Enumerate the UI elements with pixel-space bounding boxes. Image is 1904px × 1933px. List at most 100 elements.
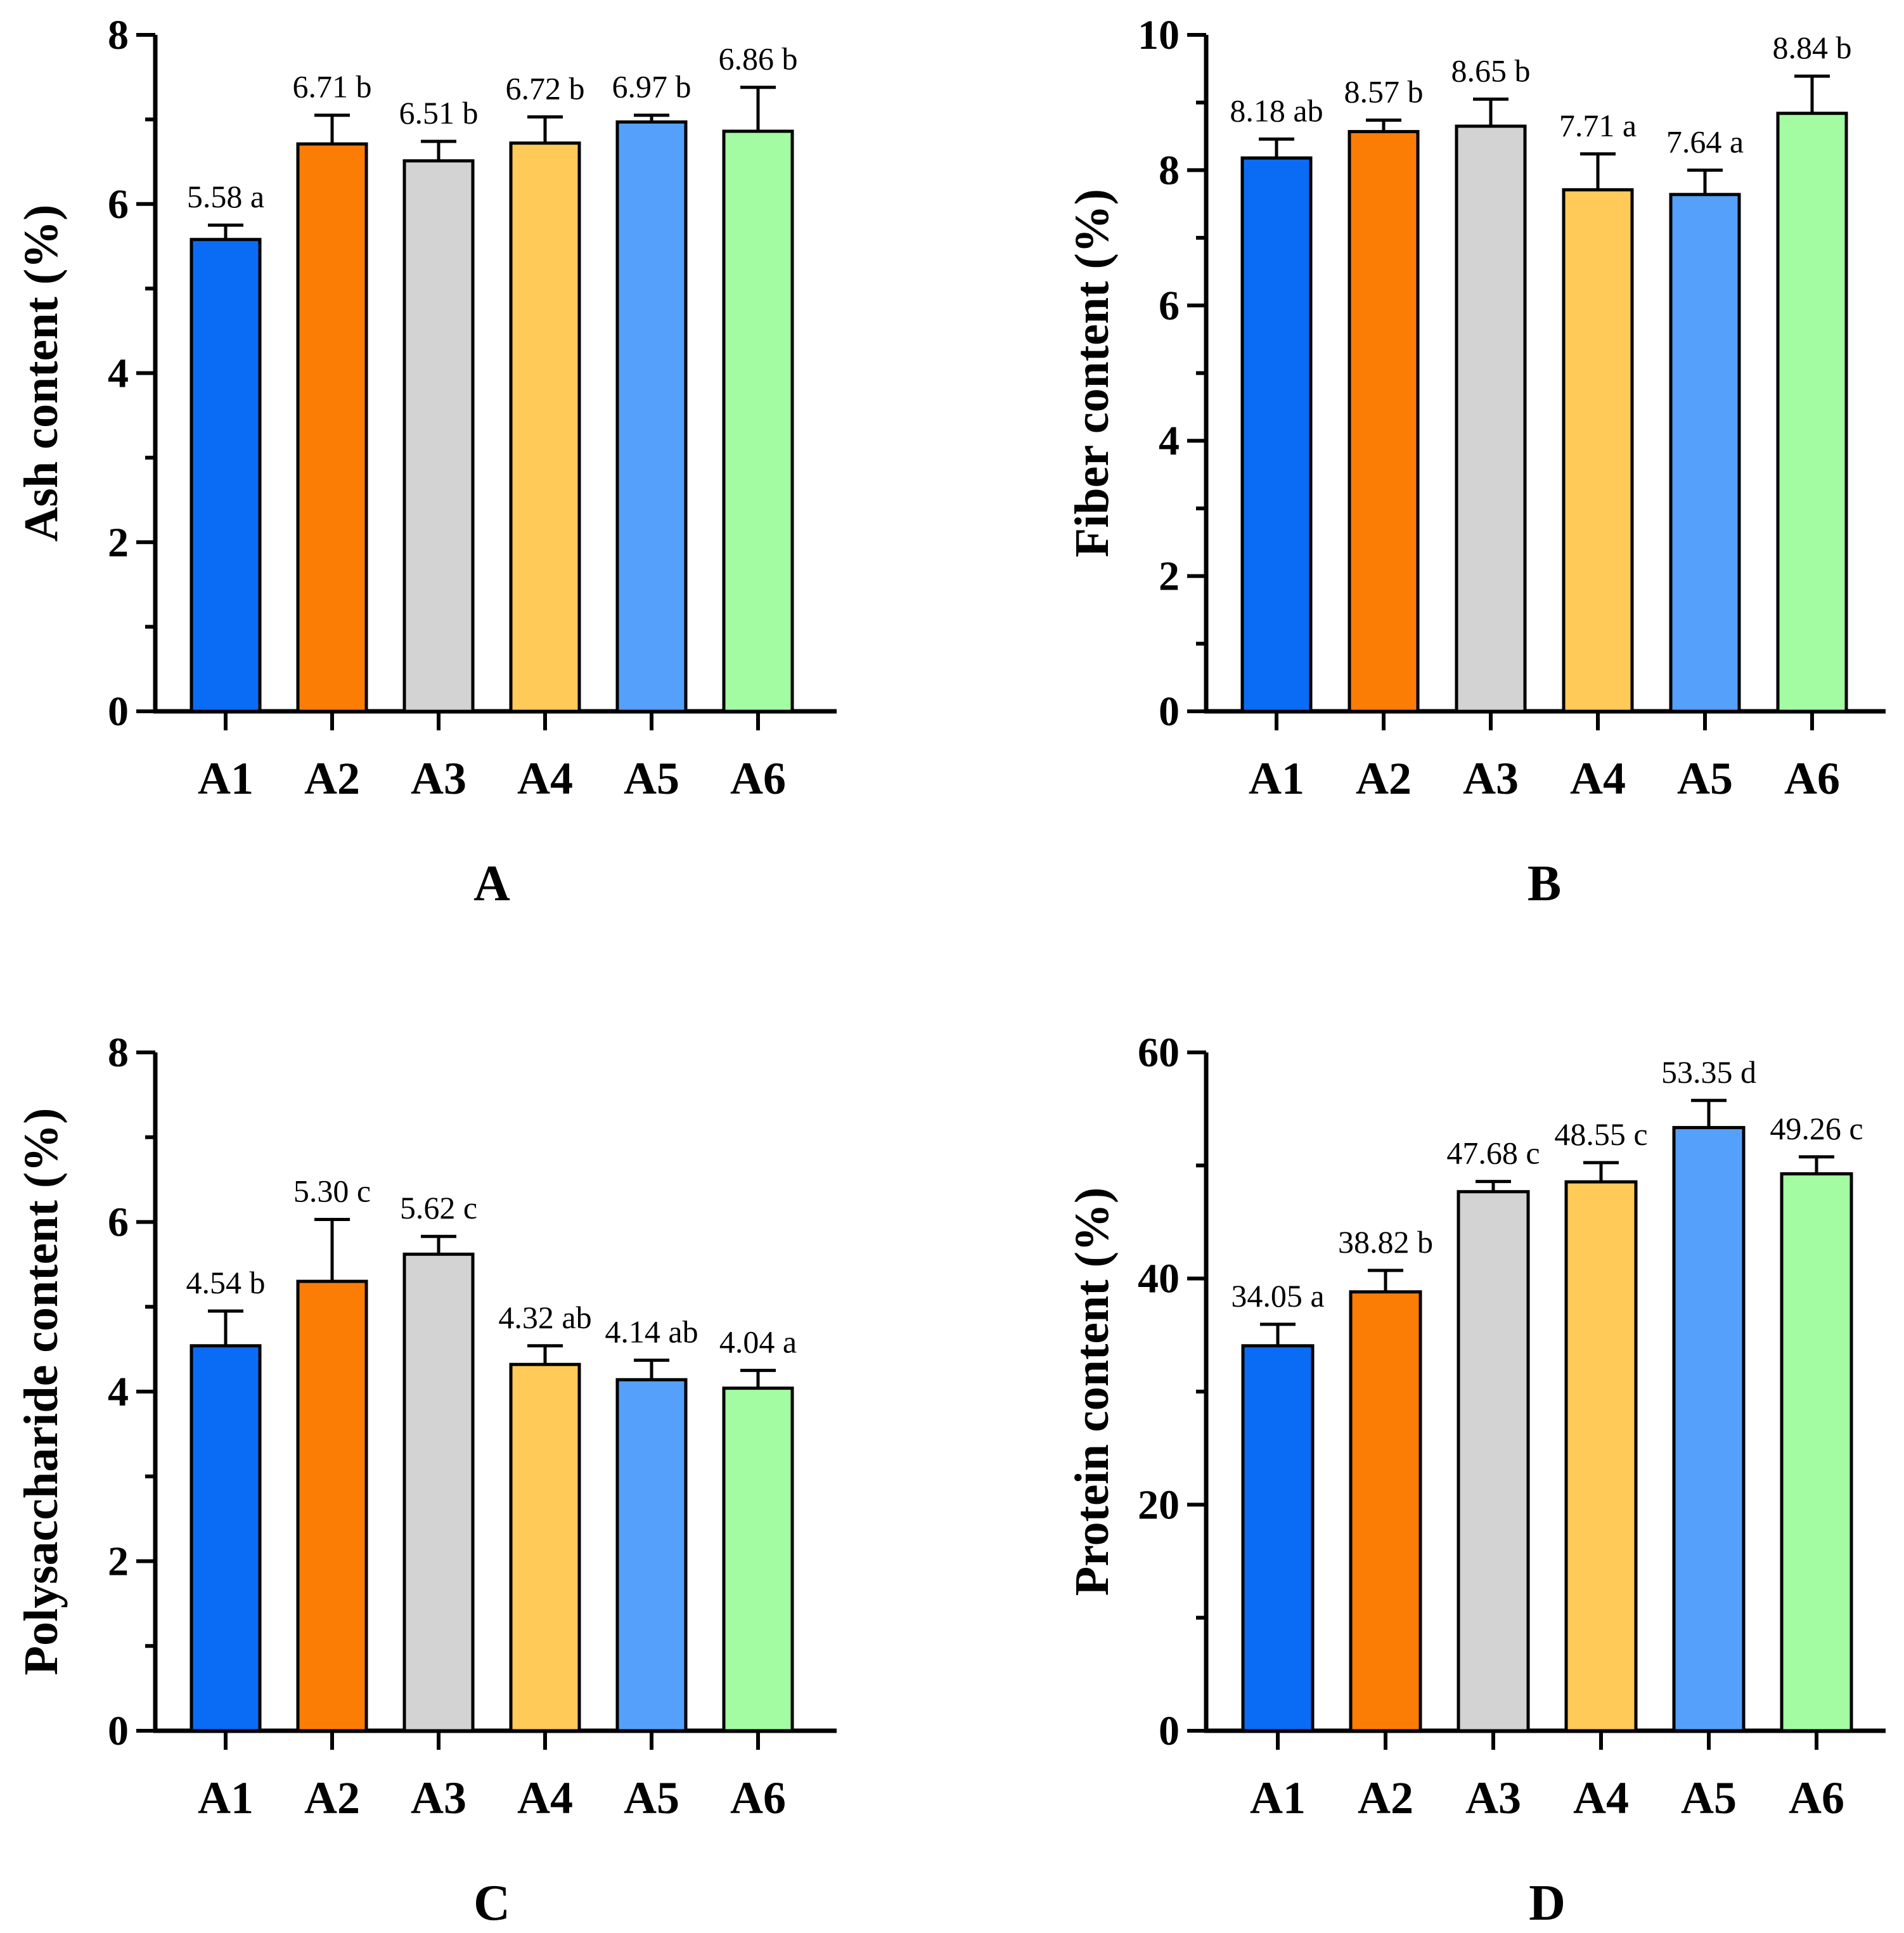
panel-a-x-tick-label: A2 xyxy=(304,753,360,804)
panel-b-bar-a2 xyxy=(1348,130,1420,713)
panel-a-data-label: 6.86 b xyxy=(719,41,798,77)
panel-b-x-tick-label: A6 xyxy=(1784,753,1840,804)
panel-a-x-tick-label: A4 xyxy=(517,753,573,804)
panel-d-data-label: 53.35 d xyxy=(1661,1054,1756,1090)
panel-b-data-label: 8.65 b xyxy=(1451,53,1531,88)
panel-a-y-tick-label: 2 xyxy=(108,519,129,566)
panel-d-y-tick-label: 20 xyxy=(1138,1482,1180,1528)
panel-b-bar-a6 xyxy=(1776,112,1848,713)
panel-c-data-label: 5.62 c xyxy=(400,1190,477,1225)
panel-b-x-tick-label: A2 xyxy=(1356,753,1412,804)
panel-a-data-label: 6.51 b xyxy=(399,95,479,131)
panel-b-y-tick-label: 4 xyxy=(1159,418,1180,464)
panel-d-y-tick-label: 40 xyxy=(1138,1256,1180,1302)
panel-c-y-tick-label: 0 xyxy=(108,1708,129,1754)
panel-c-data-label: 4.54 b xyxy=(186,1265,266,1300)
panel-b-bar-a5 xyxy=(1669,193,1741,713)
panel-a-y-tick-label: 4 xyxy=(108,351,129,397)
panel-c-data-label: 4.14 ab xyxy=(605,1314,698,1350)
panel-c-x-tick-label: A6 xyxy=(730,1773,786,1823)
panel-a-bar-a4 xyxy=(509,141,581,713)
panel-d-x-tick-label: A1 xyxy=(1250,1773,1306,1823)
panel-b-bar-a4 xyxy=(1562,188,1634,713)
panel-d-bar-a1 xyxy=(1241,1344,1315,1733)
panel-b-bar-a1 xyxy=(1240,156,1313,713)
panel-c-x-tick-label: A3 xyxy=(411,1773,466,1823)
panel-c-bar-a4 xyxy=(509,1362,581,1733)
panel-c-x-tick-label: A5 xyxy=(624,1773,679,1823)
panel-b-data-label: 8.84 b xyxy=(1773,30,1852,65)
panel-c-y-tick-label: 4 xyxy=(108,1369,129,1415)
panel-b-data-label: 8.18 ab xyxy=(1230,93,1323,128)
panel-a-bar-a3 xyxy=(402,159,475,713)
panel-b-y-tick-label: 0 xyxy=(1159,689,1180,735)
panel-c-y-tick-label: 2 xyxy=(108,1539,129,1585)
panel-a-y-tick-label: 0 xyxy=(108,689,129,735)
panel-a-bar-a1 xyxy=(190,238,262,713)
panel-b-y-tick-label: 2 xyxy=(1159,553,1180,600)
panel-b-title: B xyxy=(1528,856,1561,912)
panel-d-bar-a3 xyxy=(1457,1190,1530,1733)
panel-d-x-tick-label: A5 xyxy=(1681,1773,1737,1823)
panel-a-data-label: 6.97 b xyxy=(612,69,691,105)
panel-d-data-label: 34.05 a xyxy=(1231,1278,1324,1314)
panel-a-data-label: 5.58 a xyxy=(187,179,264,214)
panel-a-y-axis-title: Ash content (%) xyxy=(15,205,68,542)
panel-b-y-tick-label: 8 xyxy=(1159,147,1180,193)
panel-d-bar-a4 xyxy=(1564,1180,1638,1733)
panel-c-x-tick-label: A2 xyxy=(304,1773,360,1823)
panel-d-bar-a2 xyxy=(1349,1290,1422,1733)
panel-a-x-tick-label: A1 xyxy=(198,753,254,804)
panel-c-x-tick-label: A1 xyxy=(198,1773,254,1823)
panel-a-y-tick-label: 6 xyxy=(108,181,129,228)
panel-d-data-label: 49.26 c xyxy=(1770,1111,1863,1146)
panel-b-data-label: 8.57 b xyxy=(1344,74,1424,109)
panel-a-bar-a6 xyxy=(722,129,794,713)
panel-d-title: D xyxy=(1529,1875,1566,1931)
panel-c-y-axis-title: Polysaccharide content (%) xyxy=(15,1108,68,1676)
panel-d-x-tick-label: A3 xyxy=(1465,1773,1521,1823)
panel-c-bar-a2 xyxy=(296,1279,368,1733)
panel-c-title: C xyxy=(473,1875,510,1931)
panel-c-data-label: 4.32 ab xyxy=(498,1300,591,1335)
panel-c-data-label: 4.04 a xyxy=(719,1324,797,1360)
panel-d-x-tick-label: A6 xyxy=(1789,1773,1844,1823)
panel-d-y-tick-label: 60 xyxy=(1138,1030,1180,1076)
panel-d-data-label: 48.55 c xyxy=(1554,1116,1647,1152)
panel-a-data-label: 6.71 b xyxy=(293,69,372,105)
panel-b-y-tick-label: 10 xyxy=(1138,12,1180,58)
panel-a-x-tick-label: A6 xyxy=(730,753,786,804)
panel-c-y-tick-label: 6 xyxy=(108,1199,129,1246)
panel-b-x-tick-label: A4 xyxy=(1570,753,1626,804)
panel-c-x-tick-label: A4 xyxy=(517,1773,573,1823)
panel-d-x-tick-label: A4 xyxy=(1573,1773,1629,1823)
panel-a-y-tick-label: 8 xyxy=(108,12,129,58)
panel-c-bar-a1 xyxy=(190,1344,262,1733)
panel-b-data-label: 7.64 a xyxy=(1666,124,1744,159)
panel-a-data-label: 6.72 b xyxy=(506,70,585,106)
panel-c-bar-a6 xyxy=(722,1387,794,1733)
panel-d-bar-a6 xyxy=(1780,1172,1853,1733)
panel-b-y-tick-label: 6 xyxy=(1159,283,1180,329)
panel-a-bar-a2 xyxy=(296,142,368,713)
panel-d-x-tick-label: A2 xyxy=(1358,1773,1413,1823)
panel-a-x-tick-label: A3 xyxy=(411,753,466,804)
panel-d-bar-a5 xyxy=(1672,1126,1746,1733)
panel-a-bar-a5 xyxy=(615,120,688,713)
panel-d-data-label: 47.68 c xyxy=(1446,1135,1540,1171)
panel-d-y-tick-label: 0 xyxy=(1159,1708,1180,1754)
panel-c-data-label: 5.30 c xyxy=(293,1173,371,1208)
panel-b-x-tick-label: A3 xyxy=(1463,753,1519,804)
panel-c-y-tick-label: 8 xyxy=(108,1030,129,1076)
panel-b-bar-a3 xyxy=(1455,124,1527,713)
panel-d-data-label: 38.82 b xyxy=(1338,1224,1433,1260)
panel-c-bar-a5 xyxy=(615,1378,688,1733)
panel-b-x-tick-label: A1 xyxy=(1249,753,1304,804)
panel-c-bar-a3 xyxy=(402,1252,475,1733)
panel-b-y-axis-title: Fiber content (%) xyxy=(1065,189,1119,557)
panel-b-x-tick-label: A5 xyxy=(1677,753,1733,804)
panel-a-x-tick-label: A5 xyxy=(624,753,679,804)
panel-d-y-axis-title: Protein content (%) xyxy=(1065,1187,1119,1596)
panel-b-data-label: 7.71 a xyxy=(1559,108,1637,143)
